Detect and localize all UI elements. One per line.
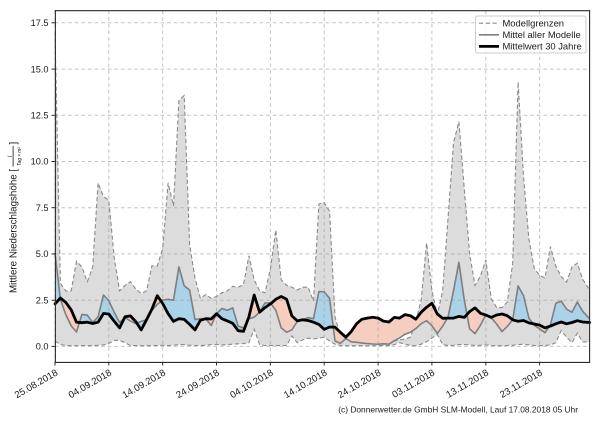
svg-text:17.5: 17.5	[31, 18, 49, 28]
svg-text:5.0: 5.0	[36, 249, 49, 259]
svg-text:Tag × m²: Tag × m²	[17, 147, 23, 166]
svg-text:12.5: 12.5	[31, 111, 49, 121]
svg-text:Modellgrenzen: Modellgrenzen	[503, 18, 565, 29]
svg-text:]: ]	[9, 142, 20, 145]
svg-text:15.0: 15.0	[31, 64, 49, 74]
svg-text:0.0: 0.0	[36, 342, 49, 352]
svg-text:7.5: 7.5	[36, 203, 49, 213]
svg-text:(c) Donnerwetter.de GmbH SLM-M: (c) Donnerwetter.de GmbH SLM-Modell, Lau…	[338, 405, 578, 415]
svg-text:Mittelwert 30 Jahre: Mittelwert 30 Jahre	[503, 41, 582, 52]
svg-text:l: l	[7, 155, 14, 157]
svg-text:2.5: 2.5	[36, 295, 49, 305]
svg-text:10.0: 10.0	[31, 157, 49, 167]
svg-text:Mittel aller Modelle: Mittel aller Modelle	[503, 29, 581, 40]
svg-text:Mittlere Niederschlagshöhe [: Mittlere Niederschlagshöhe [	[9, 169, 20, 293]
